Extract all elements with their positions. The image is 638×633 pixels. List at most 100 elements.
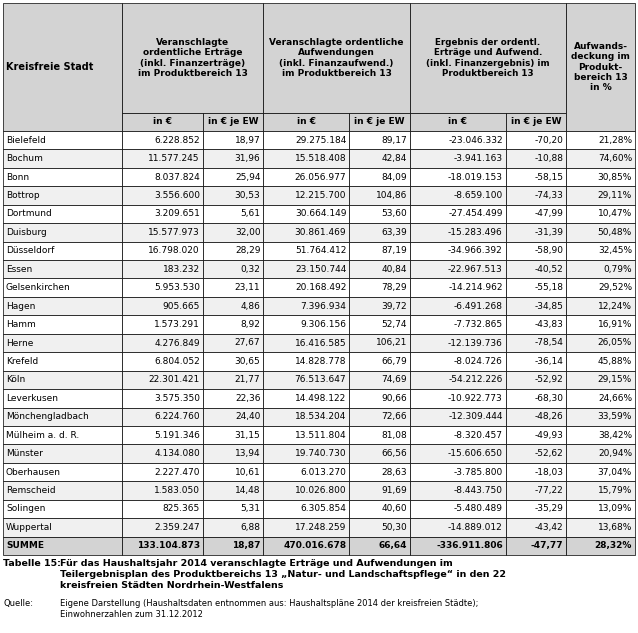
- Text: 6,88: 6,88: [241, 523, 260, 532]
- Text: -6.491.268: -6.491.268: [454, 302, 503, 311]
- Bar: [203, 186, 263, 204]
- Text: 10,47%: 10,47%: [598, 210, 632, 218]
- Bar: [203, 315, 263, 334]
- Bar: [567, 168, 635, 186]
- Bar: [410, 334, 506, 352]
- Bar: [567, 499, 635, 518]
- Bar: [3, 260, 122, 279]
- Bar: [506, 279, 567, 297]
- Text: -68,30: -68,30: [535, 394, 563, 403]
- Bar: [203, 389, 263, 408]
- Bar: [410, 518, 506, 537]
- Bar: [349, 499, 410, 518]
- Text: Veranschlagte ordentliche
Aufwendungen
(inkl. Finanzaufwend.)
im Produktbereich : Veranschlagte ordentliche Aufwendungen (…: [269, 38, 404, 78]
- Text: -48,26: -48,26: [535, 412, 563, 421]
- Text: -12.139.736: -12.139.736: [448, 339, 503, 348]
- Bar: [3, 297, 122, 315]
- Bar: [122, 260, 203, 279]
- Text: -77,22: -77,22: [535, 486, 563, 495]
- Bar: [122, 186, 203, 204]
- Text: 3.209.651: 3.209.651: [154, 210, 200, 218]
- Bar: [410, 499, 506, 518]
- Bar: [410, 186, 506, 204]
- Text: 15.518.408: 15.518.408: [295, 154, 346, 163]
- Bar: [349, 518, 410, 537]
- Text: 76.513.647: 76.513.647: [295, 375, 346, 384]
- Text: 53,60: 53,60: [381, 210, 407, 218]
- Bar: [506, 499, 567, 518]
- Text: 17.248.259: 17.248.259: [295, 523, 346, 532]
- Text: -40,52: -40,52: [535, 265, 563, 273]
- Text: -47,99: -47,99: [535, 210, 563, 218]
- Bar: [122, 481, 203, 499]
- Text: -27.454.499: -27.454.499: [449, 210, 503, 218]
- Bar: [203, 371, 263, 389]
- Bar: [567, 279, 635, 297]
- Text: Solingen: Solingen: [6, 505, 45, 513]
- Text: Bielefeld: Bielefeld: [6, 135, 46, 145]
- Bar: [203, 444, 263, 463]
- Text: 21,28%: 21,28%: [598, 135, 632, 145]
- Text: 16.798.020: 16.798.020: [148, 246, 200, 255]
- Bar: [506, 371, 567, 389]
- Text: 30.861.469: 30.861.469: [295, 228, 346, 237]
- Bar: [349, 481, 410, 499]
- Bar: [506, 315, 567, 334]
- Bar: [410, 3, 567, 113]
- Bar: [203, 113, 263, 131]
- Text: Mülheim a. d. R.: Mülheim a. d. R.: [6, 430, 79, 440]
- Bar: [203, 297, 263, 315]
- Bar: [122, 334, 203, 352]
- Bar: [349, 223, 410, 242]
- Bar: [410, 279, 506, 297]
- Text: 30,53: 30,53: [235, 191, 260, 200]
- Bar: [410, 260, 506, 279]
- Text: -12.309.444: -12.309.444: [449, 412, 503, 421]
- Bar: [122, 518, 203, 537]
- Text: 20.168.492: 20.168.492: [295, 283, 346, 292]
- Bar: [506, 463, 567, 481]
- Bar: [122, 297, 203, 315]
- Text: 24,66%: 24,66%: [598, 394, 632, 403]
- Text: 63,39: 63,39: [381, 228, 407, 237]
- Text: 133.104.873: 133.104.873: [137, 541, 200, 550]
- Text: Wuppertal: Wuppertal: [6, 523, 53, 532]
- Text: -49,93: -49,93: [535, 430, 563, 440]
- Text: 183.232: 183.232: [163, 265, 200, 273]
- Text: -5.480.489: -5.480.489: [454, 505, 503, 513]
- Text: 16,91%: 16,91%: [598, 320, 632, 329]
- Bar: [203, 223, 263, 242]
- Bar: [263, 371, 349, 389]
- Text: 26,05%: 26,05%: [598, 339, 632, 348]
- Bar: [410, 481, 506, 499]
- Bar: [349, 113, 410, 131]
- Text: 5,61: 5,61: [241, 210, 260, 218]
- Text: 5.191.346: 5.191.346: [154, 430, 200, 440]
- Bar: [3, 223, 122, 242]
- Text: in €: in €: [449, 118, 467, 127]
- Text: Oberhausen: Oberhausen: [6, 468, 61, 477]
- Bar: [410, 389, 506, 408]
- Bar: [263, 481, 349, 499]
- Bar: [349, 352, 410, 371]
- Text: -34.966.392: -34.966.392: [448, 246, 503, 255]
- Text: 74,69: 74,69: [382, 375, 407, 384]
- Bar: [263, 113, 349, 131]
- Bar: [122, 499, 203, 518]
- Bar: [122, 315, 203, 334]
- Text: 39,72: 39,72: [382, 302, 407, 311]
- Text: 106,21: 106,21: [376, 339, 407, 348]
- Text: -31,39: -31,39: [535, 228, 563, 237]
- Bar: [263, 518, 349, 537]
- Bar: [567, 242, 635, 260]
- Bar: [567, 389, 635, 408]
- Bar: [263, 204, 349, 223]
- Bar: [3, 315, 122, 334]
- Bar: [506, 168, 567, 186]
- Text: 28,63: 28,63: [382, 468, 407, 477]
- Text: 32,00: 32,00: [235, 228, 260, 237]
- Bar: [3, 481, 122, 499]
- Text: -70,20: -70,20: [535, 135, 563, 145]
- Bar: [122, 537, 203, 555]
- Text: -23.046.332: -23.046.332: [448, 135, 503, 145]
